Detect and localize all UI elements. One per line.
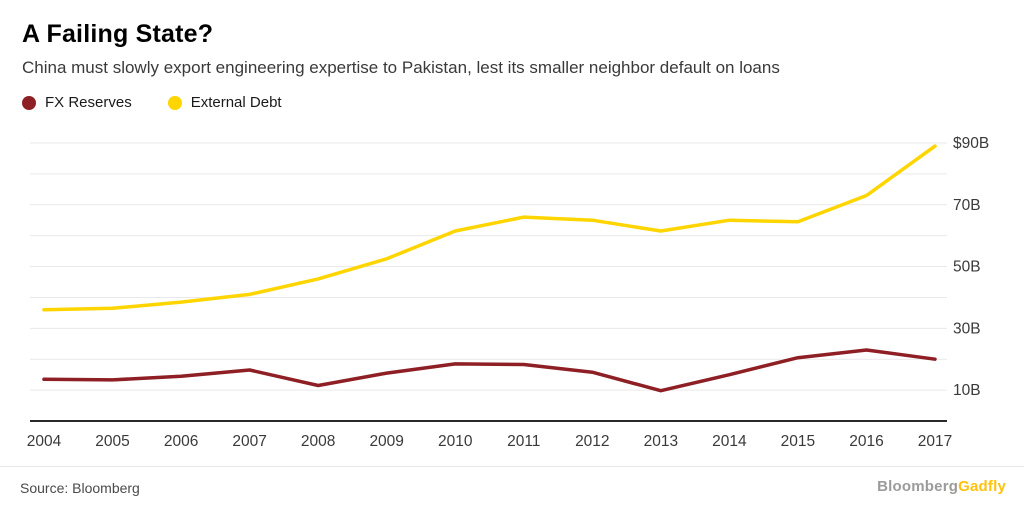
legend-label: External Debt	[190, 94, 282, 111]
series-line-external-debt	[42, 144, 937, 312]
legend-item-fx-reserves: FX Reserves	[22, 94, 132, 111]
page-title: A Failing State?	[22, 20, 214, 48]
y-tick-label: 50B	[953, 259, 981, 276]
y-tick-label: 70B	[953, 197, 981, 214]
x-tick-label: 2010	[438, 433, 473, 450]
external-debt-dot-icon	[167, 95, 182, 110]
x-tick-label: 2008	[301, 433, 335, 450]
legend-label: FX Reserves	[45, 94, 132, 111]
x-tick-label: 2006	[164, 433, 198, 450]
x-tick-label: 2004	[27, 433, 62, 450]
brand-primary-text: Bloomberg	[877, 478, 959, 495]
x-tick-label: 2009	[369, 433, 403, 450]
x-tick-label: 2011	[507, 433, 540, 450]
x-tick-label: 2007	[232, 433, 266, 450]
x-tick-label: 2015	[781, 433, 815, 450]
source-credit: Source: Bloomberg	[20, 480, 140, 496]
legend-item-external-debt: External Debt	[167, 94, 282, 111]
x-tick-label: 2014	[712, 433, 747, 450]
chart-subtitle: China must slowly export engineering exp…	[22, 58, 780, 77]
x-tick-label: 2005	[95, 433, 129, 450]
x-tick-label: 2016	[849, 433, 883, 450]
brand-secondary-text: Gadfly	[958, 478, 1006, 495]
x-tick-label: 2017	[918, 433, 952, 450]
y-tick-label: 10B	[953, 382, 981, 399]
x-tick-label: 2012	[575, 433, 609, 450]
fx-reserves-dot-icon	[22, 95, 36, 110]
chart-legend: FX Reserves External Debt	[22, 94, 282, 111]
brand-logo: BloombergGadfly	[877, 478, 1006, 495]
y-tick-label: $90B	[953, 135, 989, 152]
footer: Source: Bloomberg BloombergGadfly	[0, 466, 1024, 507]
x-tick-label: 2013	[644, 433, 678, 450]
y-tick-label: 30B	[953, 320, 981, 337]
series-line-fx-reserves	[42, 348, 937, 393]
